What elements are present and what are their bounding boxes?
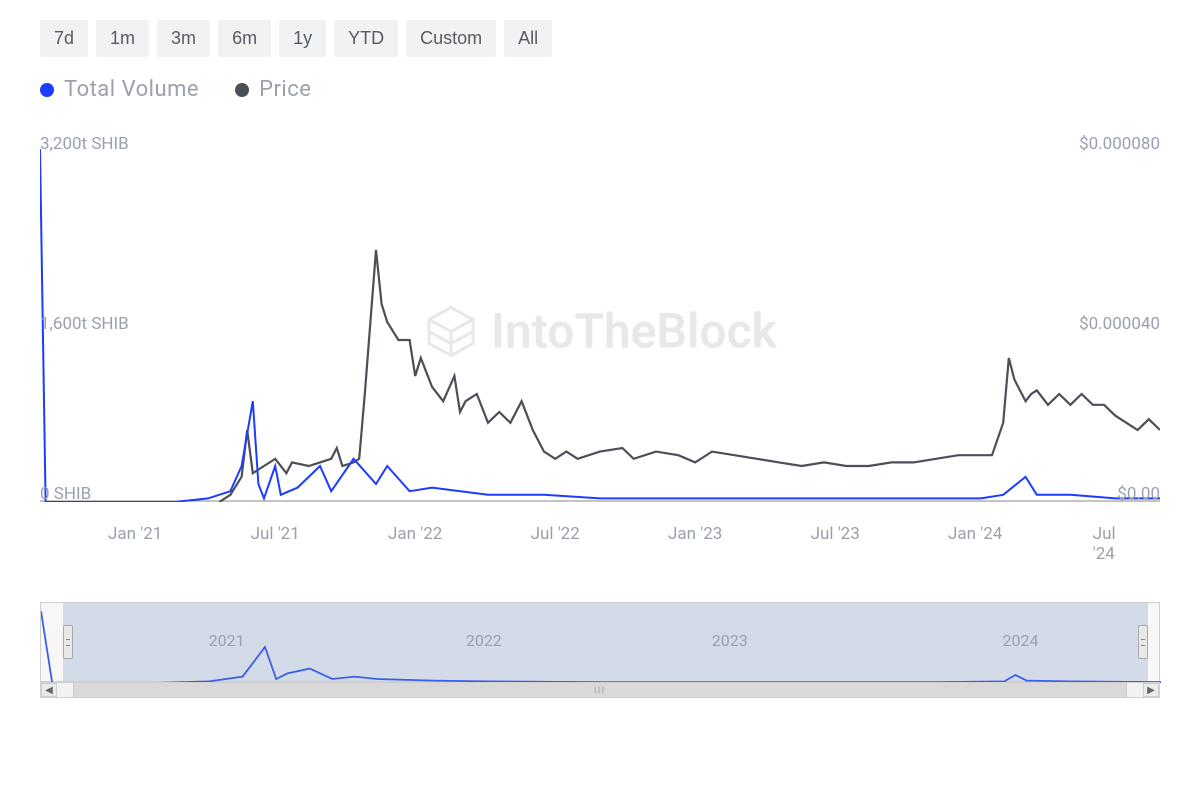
volume-line [40, 149, 1160, 502]
x-label: Jan '21 [108, 524, 162, 544]
range-year-label: 2022 [466, 631, 502, 650]
range-year-label: 2021 [209, 631, 245, 650]
y-left-label: 3,200t SHIB [40, 134, 129, 154]
legend-dot-icon [40, 83, 54, 97]
time-btn-7d[interactable]: 7d [40, 20, 88, 57]
main-chart: IntoTheBlock Jan '21Jul '21Jan '22Jul '2… [40, 142, 1160, 562]
scroll-right-button[interactable]: ▶ [1143, 683, 1159, 697]
time-btn-ytd[interactable]: YTD [334, 20, 398, 57]
x-label: Jan '22 [388, 524, 442, 544]
scroll-track[interactable]: ||| [57, 683, 1143, 697]
range-selector[interactable]: 2021 2022 2023 2024 [40, 602, 1160, 682]
x-label: Jul '21 [251, 524, 300, 544]
price-line [219, 250, 1160, 502]
chart-plot[interactable] [40, 142, 1160, 502]
y-right-label: $0.000040 [1079, 314, 1160, 334]
legend-label: Total Volume [64, 77, 199, 102]
time-btn-6m[interactable]: 6m [218, 20, 271, 57]
legend: Total Volume Price [40, 77, 1160, 102]
scroll-grip-icon: ||| [594, 686, 606, 695]
x-label: Jul '23 [811, 524, 860, 544]
x-label: Jan '23 [668, 524, 722, 544]
y-left-label: 1,600t SHIB [40, 314, 129, 334]
time-btn-1y[interactable]: 1y [279, 20, 326, 57]
range-year-label: 2023 [712, 631, 748, 650]
legend-label: Price [259, 77, 311, 102]
legend-dot-icon [235, 83, 249, 97]
range-scrollbar[interactable]: ◀ ||| ▶ [40, 682, 1160, 698]
time-btn-custom[interactable]: Custom [406, 20, 496, 57]
legend-item-total-volume[interactable]: Total Volume [40, 77, 199, 102]
x-label: Jul '24 [1093, 524, 1138, 564]
time-btn-1m[interactable]: 1m [96, 20, 149, 57]
scroll-left-button[interactable]: ◀ [41, 683, 57, 697]
time-range-buttons: 7d1m3m6m1yYTDCustomAll [40, 20, 1160, 57]
range-handle-left[interactable] [63, 625, 73, 659]
x-label: Jul '22 [531, 524, 580, 544]
x-label: Jan '24 [948, 524, 1002, 544]
range-handle-right[interactable] [1138, 625, 1148, 659]
legend-item-price[interactable]: Price [235, 77, 311, 102]
scroll-thumb[interactable]: ||| [73, 683, 1126, 697]
y-left-label: 0 SHIB [40, 484, 91, 504]
y-right-label: $0.00 [1117, 484, 1160, 504]
y-right-label: $0.000080 [1079, 134, 1160, 154]
x-axis-labels: Jan '21 Jul '21 Jan '22 Jul '22 Jan '23 Jul '… [40, 512, 1160, 562]
range-year-label: 2024 [1002, 631, 1038, 650]
time-btn-3m[interactable]: 3m [157, 20, 210, 57]
time-btn-all[interactable]: All [504, 20, 552, 57]
